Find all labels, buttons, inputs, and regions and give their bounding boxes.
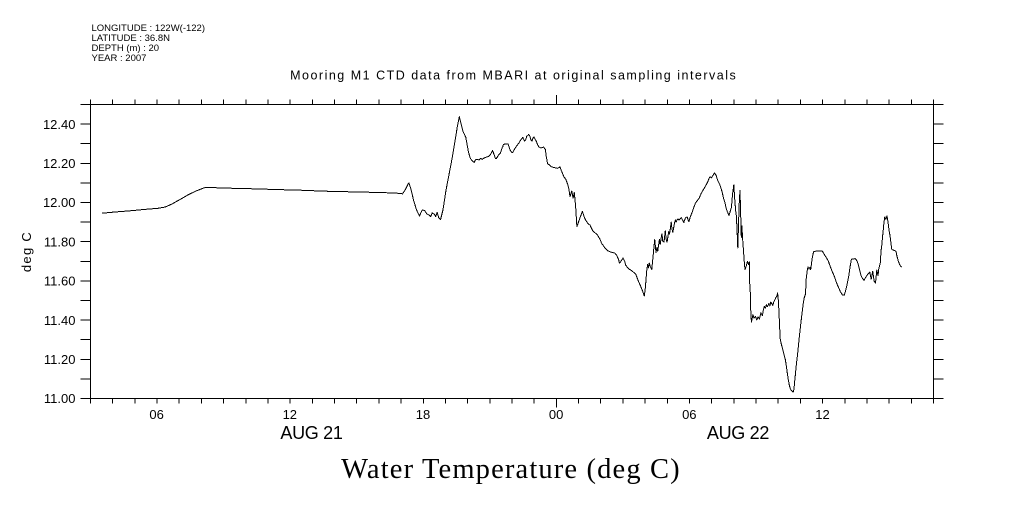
svg-text:12: 12	[283, 407, 297, 422]
svg-text:06: 06	[682, 407, 696, 422]
svg-text:18: 18	[416, 407, 430, 422]
svg-text:12: 12	[815, 407, 829, 422]
svg-text:12.20: 12.20	[43, 156, 76, 171]
svg-text:AUG 22: AUG 22	[707, 423, 770, 443]
svg-text:AUG 21: AUG 21	[280, 423, 343, 443]
svg-text:11.40: 11.40	[44, 313, 76, 328]
svg-text:11.60: 11.60	[44, 274, 76, 289]
svg-text:YEAR : 2007: YEAR : 2007	[92, 53, 147, 64]
svg-text:Mooring M1 CTD data from MBARI: Mooring M1 CTD data from MBARI at origin…	[290, 69, 737, 83]
svg-text:Water Temperature (deg C): Water Temperature (deg C)	[341, 454, 681, 485]
svg-text:LATITUDE : 36.8N: LATITUDE : 36.8N	[92, 33, 171, 44]
svg-text:12.00: 12.00	[43, 195, 76, 210]
svg-text:LONGITUDE : 122W(-122): LONGITUDE : 122W(-122)	[92, 23, 206, 34]
svg-text:12.40: 12.40	[43, 117, 76, 132]
svg-text:11.80: 11.80	[44, 234, 76, 249]
svg-text:11.00: 11.00	[44, 391, 76, 406]
svg-text:06: 06	[149, 407, 163, 422]
svg-text:11.20: 11.20	[44, 352, 76, 367]
svg-text:deg C: deg C	[19, 231, 34, 272]
svg-text:DEPTH (m) : 20: DEPTH (m) : 20	[92, 43, 160, 54]
svg-text:00: 00	[549, 407, 563, 422]
